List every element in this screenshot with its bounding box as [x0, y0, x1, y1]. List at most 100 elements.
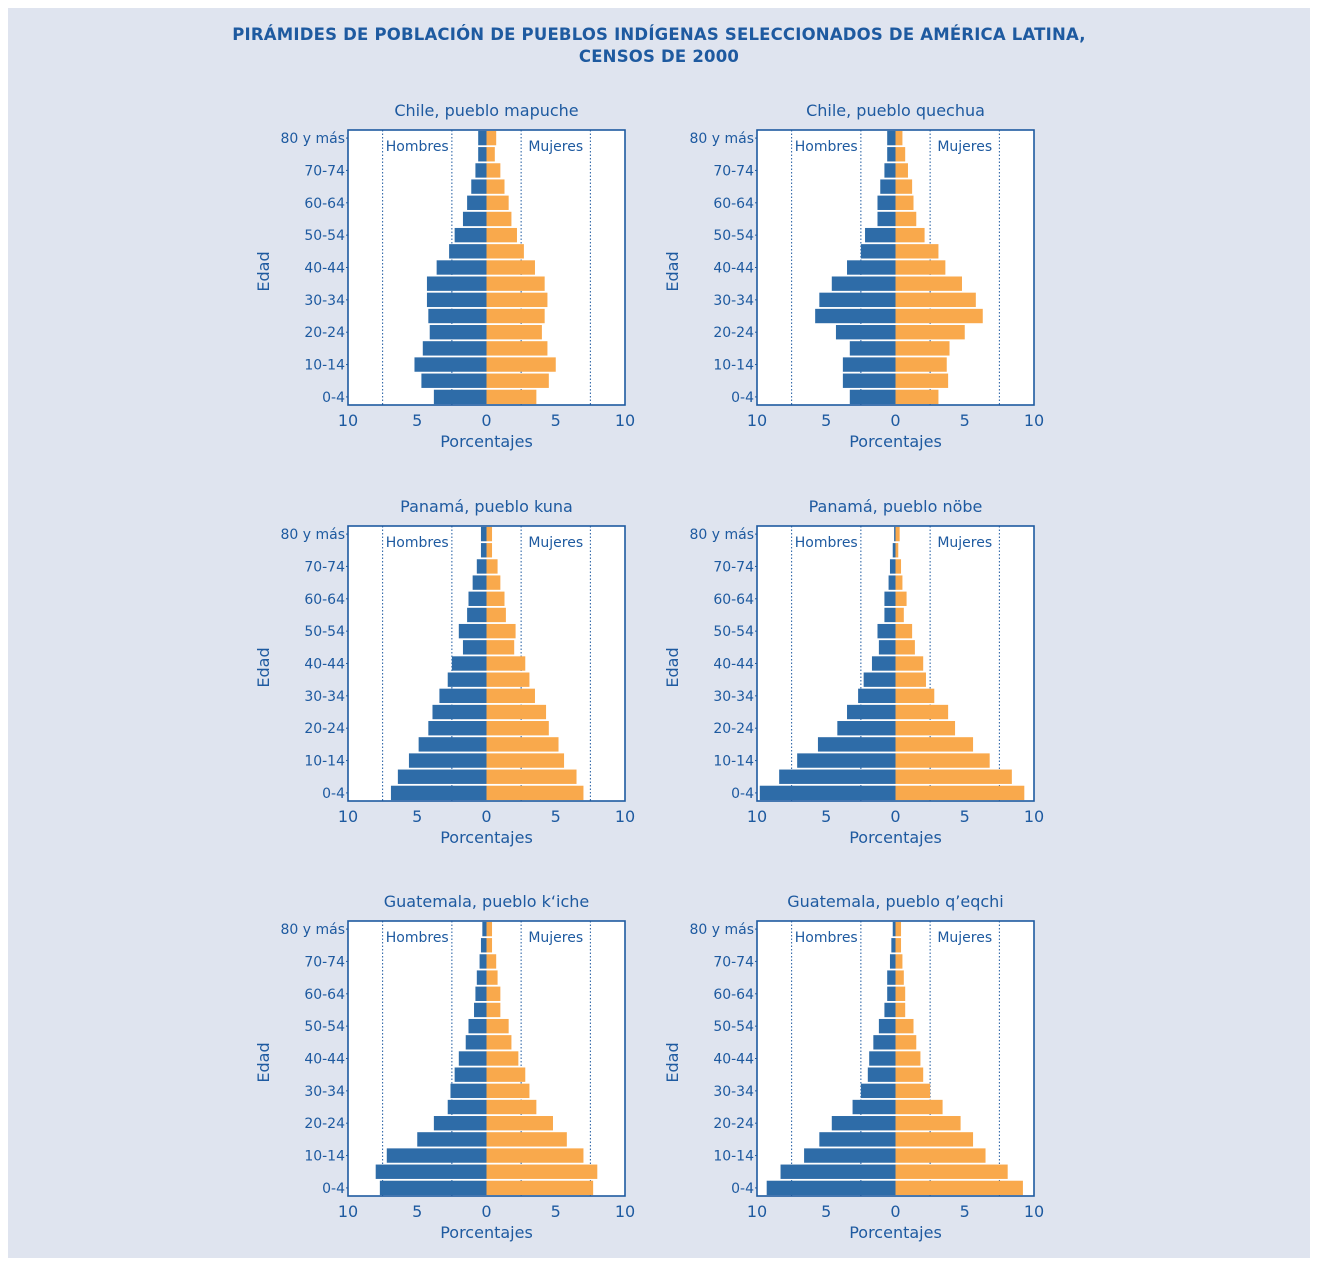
bar-hombres — [865, 228, 895, 242]
bar-hombres — [376, 1165, 487, 1179]
bar-hombres — [760, 786, 896, 800]
chart-title: Guatemala, pueblo q’eqchi — [787, 892, 1004, 911]
bar-mujeres — [896, 689, 935, 703]
bar-hombres — [459, 1051, 487, 1065]
y-tick-label: 30-34 — [304, 1084, 345, 1100]
bar-mujeres — [487, 987, 501, 1001]
bar-hombres — [873, 1035, 895, 1049]
y-tick-label: 70-74 — [304, 954, 345, 970]
bar-hombres — [459, 624, 487, 638]
pyramid-chart: Panamá, pueblo kunaHombres Mujeres0-410-1… — [254, 497, 635, 847]
bar-hombres — [475, 987, 486, 1001]
x-axis-title: Porcentajes — [849, 828, 942, 847]
bar-hombres — [832, 1116, 896, 1130]
bar-mujeres — [896, 131, 903, 145]
bar-mujeres — [487, 196, 509, 210]
bar-mujeres — [896, 1019, 914, 1033]
bar-mujeres — [896, 147, 906, 161]
x-tick-label: 5 — [960, 1202, 970, 1221]
bar-mujeres — [487, 938, 493, 952]
bar-mujeres — [487, 922, 493, 936]
bar-mujeres — [487, 293, 548, 307]
bar-hombres — [884, 163, 895, 177]
y-tick-label: 40-44 — [713, 657, 754, 673]
bar-mujeres — [896, 672, 926, 686]
x-tick-label: 5 — [821, 411, 831, 430]
x-tick-label: 0 — [481, 411, 491, 430]
bar-mujeres — [896, 228, 925, 242]
bar-mujeres — [487, 1051, 519, 1065]
x-axis-title: Porcentajes — [849, 432, 942, 451]
bar-hombres — [478, 147, 486, 161]
y-tick-label: 50-54 — [304, 228, 345, 244]
bar-mujeres — [896, 196, 914, 210]
x-tick-label: 10 — [747, 411, 767, 430]
bar-mujeres — [487, 163, 501, 177]
y-tick-label: 30-34 — [713, 293, 754, 309]
bar-hombres — [455, 228, 487, 242]
bar-hombres — [428, 309, 486, 323]
bar-hombres — [861, 244, 896, 258]
chart-title: Chile, pueblo mapuche — [394, 101, 578, 120]
y-tick-label: 10-14 — [304, 754, 345, 770]
x-tick-label: 5 — [412, 411, 422, 430]
x-tick-label: 5 — [821, 807, 831, 826]
x-tick-label: 5 — [551, 1202, 561, 1221]
y-tick-label: 10-14 — [304, 358, 345, 374]
bar-mujeres — [487, 179, 505, 193]
bar-mujeres — [487, 575, 501, 589]
bar-mujeres — [487, 1165, 598, 1179]
y-tick-label: 40-44 — [713, 261, 754, 277]
bar-hombres — [439, 689, 486, 703]
bar-mujeres — [487, 608, 506, 622]
bar-mujeres — [487, 147, 495, 161]
bar-mujeres — [487, 705, 547, 719]
y-tick-label: 20-24 — [304, 721, 345, 737]
bar-hombres — [474, 1003, 486, 1017]
x-axis-title: Porcentajes — [440, 1223, 533, 1242]
y-tick-label: 20-24 — [713, 325, 754, 341]
legend-hombres: Hombres — [386, 139, 449, 155]
bar-mujeres — [487, 374, 549, 388]
y-tick-label: 10-14 — [713, 358, 754, 374]
bar-hombres — [481, 543, 487, 557]
y-tick-label: 30-34 — [713, 689, 754, 705]
bar-hombres — [475, 163, 486, 177]
bar-mujeres — [896, 527, 900, 541]
legend-mujeres: Mujeres — [528, 930, 583, 946]
bar-mujeres — [896, 954, 903, 968]
bar-mujeres — [896, 1003, 906, 1017]
bar-hombres — [804, 1148, 895, 1162]
y-tick-label: 0-4 — [322, 786, 345, 802]
bar-hombres — [887, 970, 895, 984]
x-tick-label: 5 — [412, 1202, 422, 1221]
bar-mujeres — [487, 786, 584, 800]
y-tick-label: 0-4 — [731, 1181, 754, 1197]
y-tick-label: 50-54 — [713, 1019, 754, 1035]
bar-mujeres — [487, 325, 542, 339]
bar-hombres — [449, 244, 486, 258]
x-axis-title: Porcentajes — [849, 1223, 942, 1242]
bar-mujeres — [487, 1181, 594, 1195]
x-tick-label: 10 — [747, 807, 767, 826]
bar-mujeres — [487, 1019, 509, 1033]
bar-hombres — [463, 212, 487, 226]
bar-mujeres — [896, 922, 902, 936]
bar-hombres — [421, 374, 486, 388]
x-tick-label: 5 — [551, 807, 561, 826]
bar-hombres — [391, 786, 487, 800]
pyramid-chart: Guatemala, pueblo k‘icheHombres Mujeres0-… — [254, 892, 635, 1242]
bar-mujeres — [487, 970, 498, 984]
x-tick-label: 10 — [338, 411, 358, 430]
bar-mujeres — [896, 640, 915, 654]
x-tick-label: 0 — [890, 1202, 900, 1221]
bar-mujeres — [896, 276, 962, 290]
bar-hombres — [437, 260, 487, 274]
x-tick-label: 10 — [615, 807, 635, 826]
y-tick-label: 60-64 — [304, 196, 345, 212]
bar-mujeres — [896, 1116, 961, 1130]
x-tick-label: 0 — [481, 807, 491, 826]
chart-title: Panamá, pueblo kuna — [400, 497, 573, 516]
y-tick-label: 0-4 — [322, 1181, 345, 1197]
